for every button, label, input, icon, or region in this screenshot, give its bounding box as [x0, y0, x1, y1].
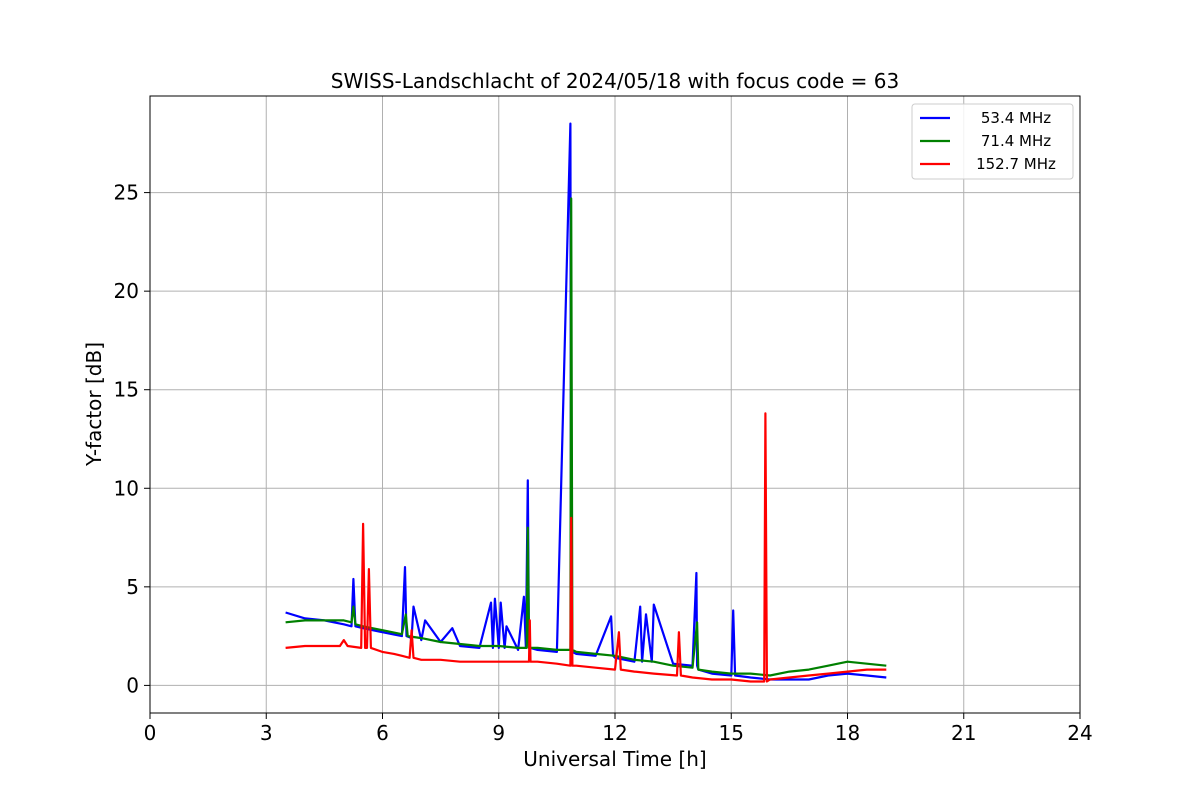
series-line-1 [285, 197, 887, 677]
y-tick-label: 0 [126, 673, 139, 697]
x-tick-label: 21 [951, 721, 976, 745]
x-tick-label: 6 [376, 721, 389, 745]
x-tick-label: 15 [719, 721, 744, 745]
x-tick-label: 24 [1067, 721, 1092, 745]
y-tick-label: 25 [114, 181, 139, 205]
axis-ticks: 0 3 6 9 12 15 18 21 24 0 5 10 15 20 25 [114, 181, 1093, 745]
y-axis-label: Y-factor [dB] [82, 342, 106, 467]
x-tick-label: 0 [144, 721, 157, 745]
legend-label: 152.7 MHz [976, 155, 1056, 173]
x-tick-label: 18 [835, 721, 860, 745]
legend-label: 71.4 MHz [981, 132, 1051, 150]
chart-title: SWISS-Landschlacht of 2024/05/18 with fo… [331, 69, 899, 93]
legend-label: 53.4 MHz [981, 109, 1051, 127]
legend-box [911, 103, 1074, 180]
y-tick-label: 5 [126, 575, 139, 599]
series-line-0 [285, 122, 887, 681]
series-layer [285, 122, 887, 683]
x-tick-label: 9 [492, 721, 505, 745]
x-axis-label: Universal Time [h] [523, 747, 706, 771]
grid-lines [149, 96, 1081, 713]
y-tick-label: 20 [114, 279, 139, 303]
series-line-2 [285, 412, 887, 683]
x-tick-label: 12 [602, 721, 627, 745]
y-tick-label: 10 [114, 476, 139, 500]
legend: 53.4 MHz 71.4 MHz 152.7 MHz [911, 103, 1074, 180]
y-tick-label: 15 [114, 378, 139, 402]
x-tick-label: 3 [260, 721, 273, 745]
